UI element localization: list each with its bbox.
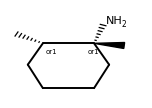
Text: or1: or1: [88, 49, 100, 55]
Text: 2: 2: [122, 20, 127, 29]
Polygon shape: [94, 43, 125, 48]
Text: or1: or1: [46, 49, 57, 55]
Text: NH: NH: [106, 16, 123, 26]
